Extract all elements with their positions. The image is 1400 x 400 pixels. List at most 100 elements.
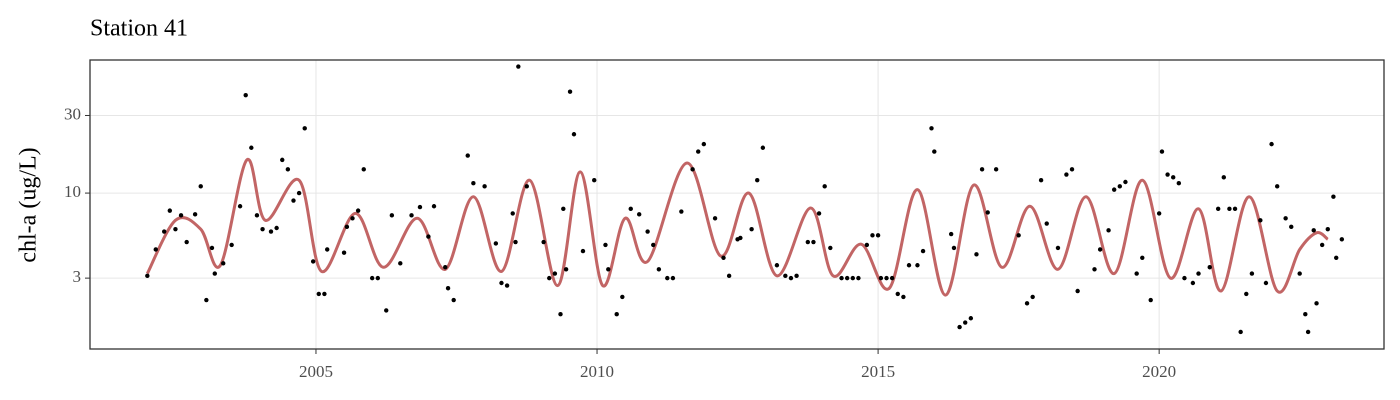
- x-tick-label: 2010: [580, 362, 614, 381]
- data-point: [285, 167, 291, 172]
- data-point: [783, 273, 788, 279]
- data-point: [1319, 242, 1325, 248]
- data-point: [1134, 271, 1139, 276]
- data-point: [645, 229, 650, 234]
- smooth-line: [145, 158, 1329, 297]
- data-point: [361, 167, 366, 172]
- data-point: [774, 263, 780, 268]
- data-point: [1289, 224, 1294, 230]
- data-point: [389, 213, 395, 218]
- data-point: [968, 316, 974, 321]
- data-point: [1117, 184, 1123, 189]
- data-point: [316, 291, 321, 297]
- data-point: [1190, 280, 1196, 286]
- data-point: [1123, 179, 1128, 185]
- data-point: [985, 210, 990, 215]
- data-point: [1171, 175, 1176, 180]
- data-point: [749, 226, 754, 232]
- chart-title: Station 41: [90, 16, 188, 42]
- data-point: [1038, 178, 1044, 183]
- data-point: [665, 275, 670, 281]
- data-point: [805, 239, 811, 245]
- data-point: [884, 275, 889, 281]
- data-point: [1274, 184, 1280, 189]
- data-point: [254, 213, 260, 218]
- data-point: [341, 250, 347, 255]
- data-point: [243, 92, 248, 98]
- data-point: [979, 167, 985, 172]
- data-point: [493, 241, 499, 246]
- data-point: [1196, 271, 1201, 276]
- data-point: [274, 225, 279, 231]
- data-point: [1064, 172, 1069, 177]
- data-point: [1227, 206, 1232, 212]
- data-point: [1106, 228, 1111, 233]
- data-point: [651, 242, 656, 248]
- data-point: [794, 273, 799, 279]
- data-point: [701, 141, 707, 147]
- data-point: [1334, 255, 1339, 261]
- x-tick-label: 2005: [299, 362, 333, 381]
- data-point: [889, 275, 895, 281]
- data-point: [1030, 294, 1035, 300]
- data-point: [465, 153, 470, 158]
- data-point: [1176, 181, 1182, 186]
- data-point: [547, 275, 552, 281]
- data-point: [1055, 245, 1061, 251]
- data-point: [451, 297, 456, 303]
- data-point: [173, 226, 178, 232]
- data-point: [895, 291, 900, 297]
- data-point: [563, 267, 569, 272]
- y-axis-label: chl-a (ug/L): [16, 147, 42, 262]
- data-point: [212, 271, 217, 276]
- data-point: [1148, 297, 1153, 303]
- data-point: [993, 167, 999, 172]
- data-point: [1263, 280, 1269, 286]
- data-point: [592, 178, 597, 183]
- data-point: [499, 280, 504, 286]
- data-point: [1311, 228, 1316, 233]
- data-point: [828, 245, 833, 251]
- data-point: [1156, 211, 1162, 216]
- data-point: [760, 145, 766, 150]
- data-point: [580, 248, 586, 254]
- data-point: [558, 312, 563, 317]
- data-point: [816, 211, 822, 216]
- data-point: [524, 184, 529, 189]
- data-point: [510, 211, 515, 216]
- data-point: [620, 294, 625, 300]
- data-point: [636, 212, 642, 217]
- data-point: [1249, 271, 1255, 276]
- x-tick-label: 2015: [861, 362, 895, 381]
- data-point: [670, 275, 676, 281]
- data-point: [178, 213, 184, 218]
- data-point: [209, 245, 215, 251]
- data-point: [426, 234, 431, 239]
- data-point: [788, 275, 794, 281]
- data-point: [957, 324, 962, 330]
- data-point: [1314, 301, 1319, 306]
- data-point: [822, 184, 827, 189]
- data-point: [280, 157, 285, 163]
- data-point: [221, 261, 226, 266]
- data-point: [963, 320, 968, 325]
- data-point: [1215, 206, 1221, 212]
- data-point: [145, 273, 150, 279]
- data-point: [1339, 237, 1345, 242]
- data-point: [628, 206, 633, 212]
- data-point: [1024, 301, 1030, 306]
- data-point: [1305, 329, 1311, 335]
- data-point: [445, 286, 451, 291]
- data-point: [870, 233, 875, 238]
- data-point: [696, 149, 701, 154]
- plot-area: 3 10 30 2005 2010 2015 2020: [64, 60, 1384, 381]
- data-point: [1303, 312, 1308, 317]
- data-point: [811, 239, 816, 245]
- data-point: [1092, 267, 1097, 272]
- data-point: [1111, 187, 1117, 192]
- data-point: [679, 209, 684, 214]
- data-point: [1258, 218, 1263, 223]
- data-point: [513, 239, 518, 245]
- data-point: [1269, 141, 1274, 147]
